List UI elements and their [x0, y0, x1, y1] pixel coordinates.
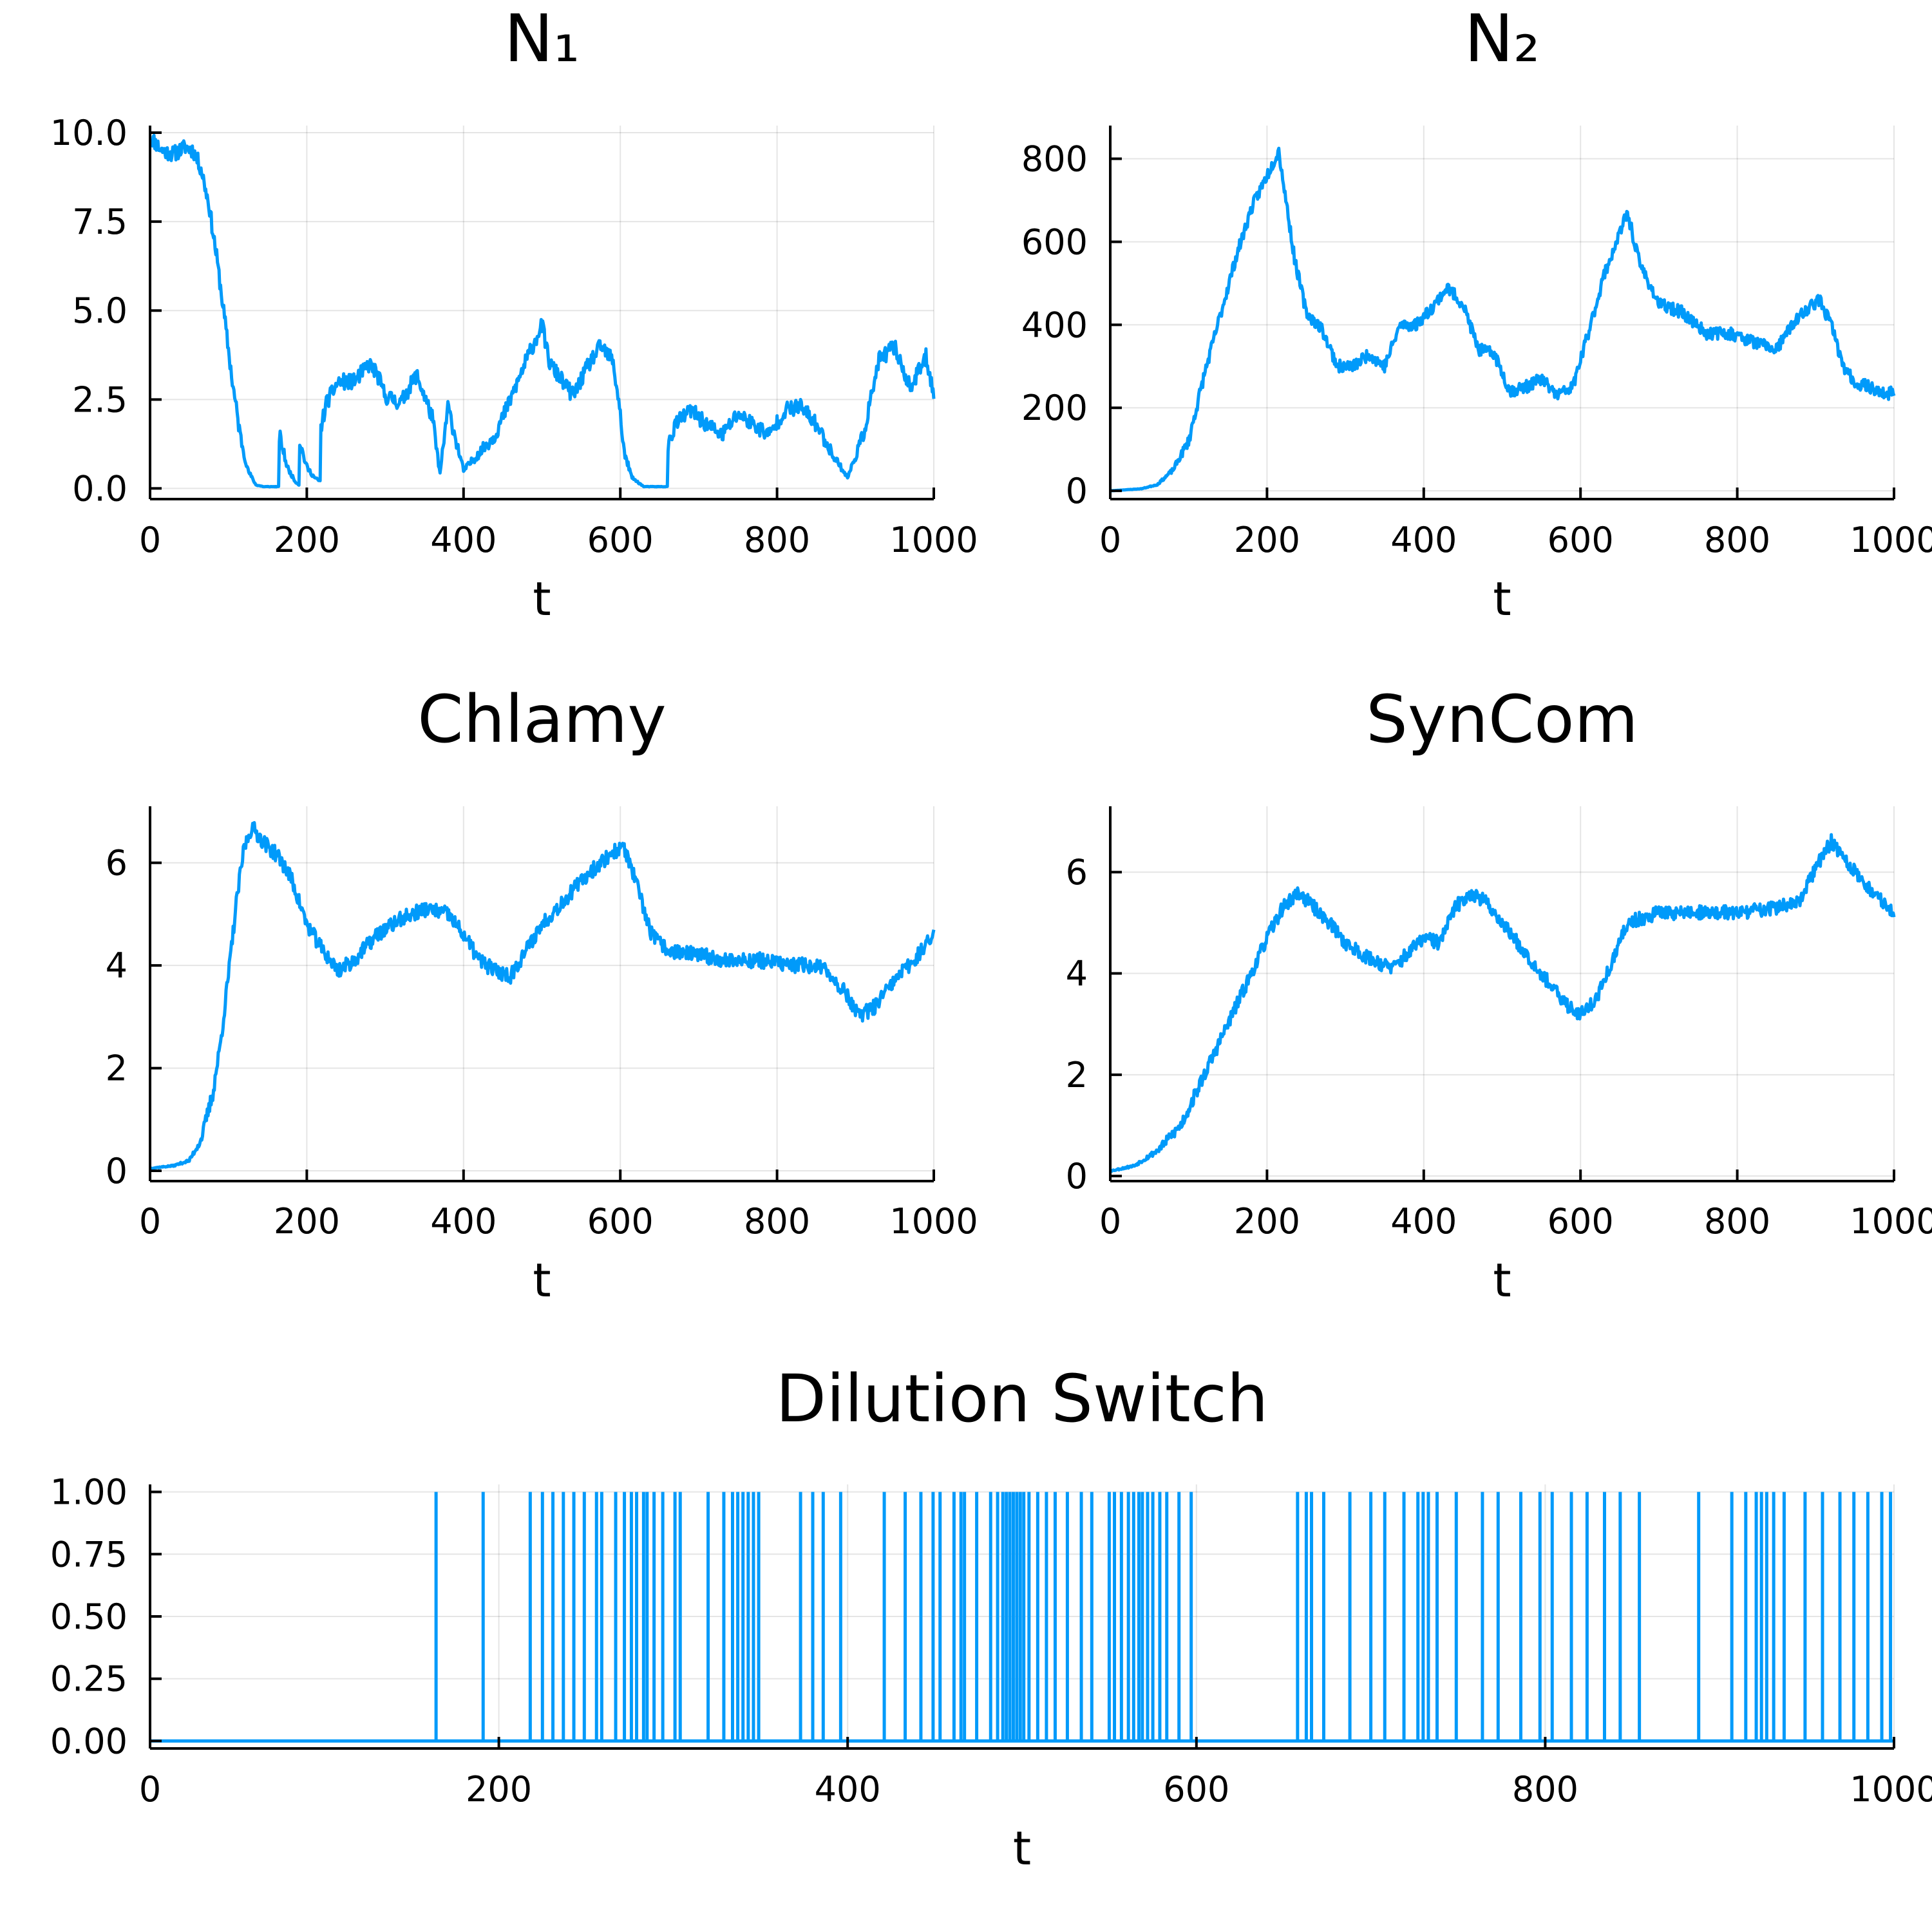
x-tick-label: 800: [1704, 1201, 1770, 1242]
subplot-title: Dilution Switch: [776, 1361, 1269, 1437]
x-tick-label: 800: [1704, 520, 1770, 560]
y-tick-label: 0.0: [72, 468, 128, 509]
subplot-5: 0 200 400 600 800 1000 0.00 0.25 0.50 0.75 1.00 Dil…: [50, 1361, 1932, 1875]
x-tick-label: 200: [466, 1769, 532, 1810]
y-tick-label: 5.0: [72, 290, 128, 331]
y-tick-label: 4: [1066, 954, 1088, 994]
x-tick-label: 200: [274, 1201, 340, 1242]
series-line: [149, 133, 936, 489]
subplot-title: N₁: [504, 1, 580, 77]
x-tick-label: 200: [1234, 1201, 1300, 1242]
series-line: [149, 820, 936, 1170]
y-tick-label: 600: [1021, 222, 1088, 262]
x-tick-label: 600: [1163, 1769, 1229, 1810]
x-tick-label: 1000: [1850, 1769, 1932, 1810]
x-tick-label: 600: [587, 520, 654, 560]
y-tick-label: 400: [1021, 305, 1088, 345]
y-tick-label: 2: [1066, 1055, 1088, 1095]
x-tick-label: 400: [430, 520, 497, 560]
x-axis-label: t: [1493, 572, 1511, 626]
x-tick-label: 0: [1099, 520, 1121, 560]
x-tick-label: 0: [1099, 1201, 1121, 1242]
x-tick-label: 0: [139, 1769, 161, 1810]
subplot-title: N₂: [1464, 1, 1540, 77]
x-tick-label: 400: [1390, 520, 1457, 560]
y-tick-label: 0.00: [50, 1721, 128, 1761]
y-tick-label: 7.5: [72, 202, 128, 242]
series-line: [1109, 146, 1896, 493]
x-axis-label: t: [533, 1253, 551, 1307]
y-tick-label: 800: [1021, 139, 1088, 180]
x-tick-label: 1000: [1850, 1201, 1932, 1242]
y-tick-label: 6: [1066, 852, 1088, 893]
x-tick-label: 600: [1548, 520, 1614, 560]
x-tick-label: 200: [274, 520, 340, 560]
y-tick-label: 200: [1021, 388, 1088, 428]
series-line: [150, 1492, 1894, 1743]
subplot-3: 0 200 400 600 800 1000 0 2 4 6 Chlamy t: [106, 681, 978, 1307]
subplot-2: 0 200 400 600 800 1000 0 200 400 600 800 N₂ t: [1021, 1, 1932, 626]
x-tick-label: 1000: [889, 520, 978, 560]
subplot-title: SynCom: [1366, 681, 1638, 758]
y-tick-label: 0.50: [50, 1596, 128, 1637]
y-tick-label: 1.00: [50, 1472, 128, 1513]
y-tick-label: 0: [106, 1151, 128, 1191]
x-tick-label: 800: [1512, 1769, 1578, 1810]
x-tick-label: 400: [1390, 1201, 1457, 1242]
x-axis-label: t: [1493, 1253, 1511, 1307]
x-tick-label: 0: [139, 520, 161, 560]
y-tick-label: 2: [106, 1048, 128, 1089]
x-tick-label: 800: [744, 1201, 810, 1242]
x-tick-label: 800: [744, 520, 810, 560]
y-tick-label: 10.0: [50, 113, 128, 153]
subplot-4: 0 200 400 600 800 1000 0 2 4 6 SynCom t: [1066, 681, 1932, 1307]
y-tick-label: 0.75: [50, 1534, 128, 1575]
x-tick-label: 200: [1234, 520, 1300, 560]
x-axis-label: t: [1013, 1821, 1031, 1875]
x-tick-label: 400: [430, 1201, 497, 1242]
subplot-title: Chlamy: [417, 681, 666, 758]
x-tick-label: 400: [815, 1769, 881, 1810]
y-tick-label: 6: [106, 843, 128, 884]
series-line: [1109, 833, 1896, 1173]
subplot-1: 0 200 400 600 800 1000 0.0 2.5 5.0 7.5 10.0 N₁ t: [50, 1, 978, 626]
y-tick-label: 0: [1066, 1156, 1088, 1197]
y-tick-label: 0: [1066, 471, 1088, 511]
x-axis-label: t: [533, 572, 551, 626]
y-tick-label: 4: [106, 945, 128, 986]
x-tick-label: 600: [1548, 1201, 1614, 1242]
y-tick-label: 2.5: [72, 379, 128, 420]
x-tick-label: 600: [587, 1201, 654, 1242]
x-tick-label: 1000: [889, 1201, 978, 1242]
x-tick-label: 0: [139, 1201, 161, 1242]
x-tick-label: 1000: [1850, 520, 1932, 560]
y-tick-label: 0.25: [50, 1659, 128, 1700]
